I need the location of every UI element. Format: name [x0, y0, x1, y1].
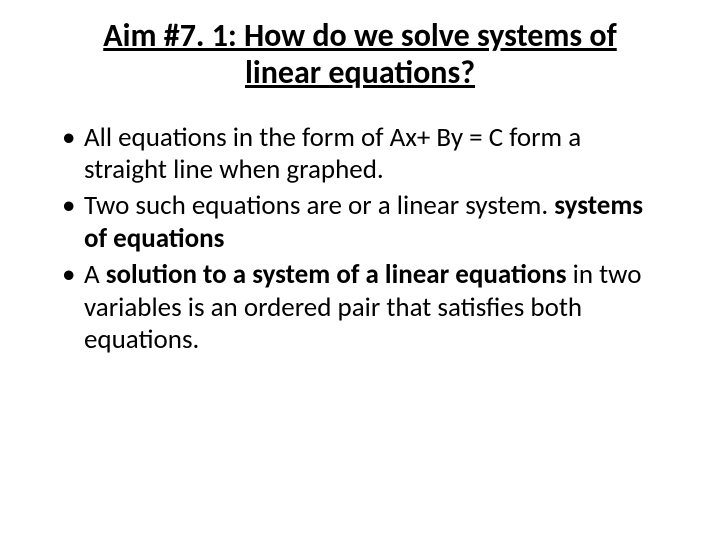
- bullet-text-run: All equations in the form of Ax+ By = C …: [84, 121, 581, 186]
- bullet-text-run: Two such equations are or a linear syste…: [84, 189, 554, 222]
- slide: Aim #7. 1: How do we solve systems of li…: [0, 0, 720, 540]
- bullet-text-run: A: [84, 258, 106, 291]
- bullet-text-run: solution to a system of a linear equatio…: [106, 258, 573, 291]
- slide-title: Aim #7. 1: How do we solve systems of li…: [40, 18, 680, 92]
- bullet-item: Two such equations are or a linear syste…: [62, 190, 670, 255]
- title-line-1: Aim #7. 1: How do we solve systems of: [103, 16, 617, 55]
- title-line-2: linear equations?: [245, 53, 475, 92]
- bullet-item: A solution to a system of a linear equat…: [62, 259, 670, 356]
- bullet-item: All equations in the form of Ax+ By = C …: [62, 122, 670, 187]
- bullet-list: All equations in the form of Ax+ By = C …: [40, 122, 680, 357]
